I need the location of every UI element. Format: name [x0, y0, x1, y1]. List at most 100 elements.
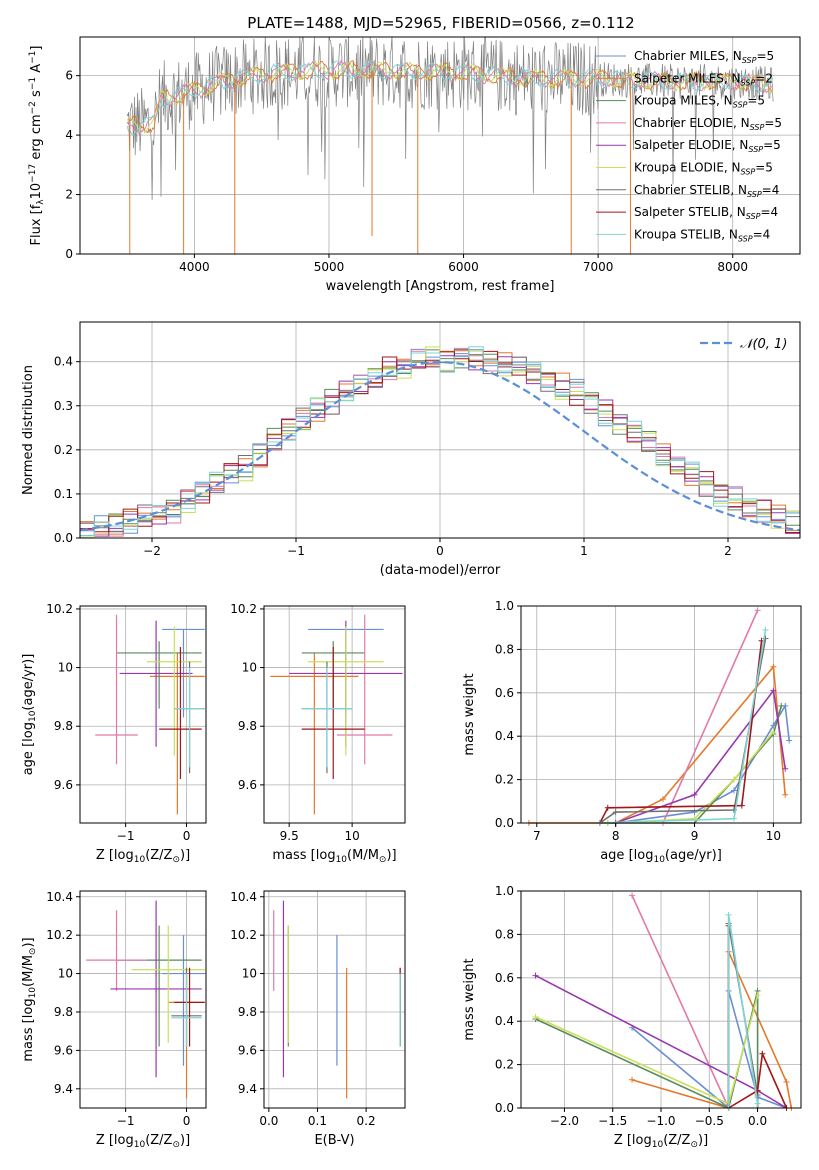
massweight-vs-age-ytick-label: 0.2 — [495, 773, 514, 787]
spectrum-ytick-label: 4 — [65, 128, 73, 142]
age-vs-mass-xlabel: mass [log10(M/M⊙)] — [272, 848, 396, 865]
legend-label: Salpeter ELODIE, NSSP=5 — [634, 138, 781, 154]
spectrum-xtick-label: 5000 — [314, 260, 345, 274]
mass-vs-ebv-ytick-label: 9.4 — [238, 1082, 257, 1096]
residuals-xlabel: (data-model)/error — [380, 563, 501, 578]
massweight-vs-age-lines — [525, 607, 793, 826]
spectrum-xtick-label: 8000 — [717, 260, 748, 274]
massweight-vs-z-marker — [783, 1078, 790, 1085]
spectrum-xtick-label: 7000 — [583, 260, 614, 274]
massweight-vs-age-xtick-label: 8 — [612, 829, 620, 843]
mass-vs-z-grid — [80, 891, 206, 1108]
massweight-vs-z-marker — [754, 992, 761, 999]
mass-vs-ebv-xlabel: E(B-V) — [314, 1133, 354, 1148]
mass-vs-ebv-grid — [264, 891, 405, 1108]
age-vs-z-xtick-label: −1 — [117, 829, 135, 843]
mass-vs-ebv-frame — [263, 890, 406, 1109]
mass-vs-z-ytick-label: 10.2 — [46, 928, 73, 942]
mass-vs-z-errorbars — [86, 900, 205, 1099]
legend-label: Chabrier STELIB, NSSP=4 — [634, 183, 779, 199]
age-vs-z-errorbars — [95, 614, 205, 815]
residuals-histograms — [80, 346, 800, 539]
massweight-vs-age-series-line — [599, 640, 763, 824]
massweight-vs-age-marker — [730, 815, 737, 822]
mass-vs-z-ytick-label: 10 — [58, 967, 73, 981]
age-vs-z-ytick-label: 10 — [58, 661, 73, 675]
spectrum-ytick-label: 0 — [65, 247, 73, 261]
panel-massweight-vs-age: 7 8 9 10 0.0 0.2 0.4 0.6 0.8 1.0 age [log10(age/yr… — [462, 599, 802, 865]
age-vs-mass-xtick-label: 10 — [344, 829, 359, 843]
age-vs-mass-xtick-label: 9.5 — [280, 829, 299, 843]
massweight-vs-z-grid — [521, 890, 801, 1109]
massweight-vs-age-xtick-label: 10 — [766, 829, 781, 843]
massweight-vs-z-marker — [759, 1050, 766, 1057]
massweight-vs-age-marker — [778, 702, 785, 709]
massweight-vs-z-marker — [629, 1076, 636, 1083]
residuals-xtick-label: 1 — [580, 544, 588, 558]
spectrum-lines — [126, 37, 774, 254]
massweight-vs-age-marker — [691, 791, 698, 798]
mass-vs-ebv-errorbars — [273, 900, 401, 1099]
age-vs-z-ytick-label: 9.6 — [54, 778, 73, 792]
age-vs-z-ylabel: age [log10(age/yr)] — [21, 654, 38, 776]
residuals-normal-curve — [79, 360, 801, 532]
spectrum-xtick-label: 4000 — [179, 260, 210, 274]
massweight-vs-z-ytick-label: 0.8 — [495, 927, 514, 941]
massweight-vs-age-marker — [770, 663, 777, 670]
age-vs-z-xtick-label: 0 — [183, 829, 191, 843]
age-vs-mass-ytick-label: 10.2 — [230, 602, 257, 616]
legend-label: Salpeter MILES, NSSP=2 — [634, 71, 773, 87]
massweight-vs-z-marker — [725, 911, 732, 918]
massweight-vs-age-marker — [604, 804, 611, 811]
mass-vs-z-xtick-label: −1 — [117, 1114, 135, 1128]
age-vs-z-frame — [79, 605, 207, 824]
mass-vs-z-frame — [79, 890, 207, 1109]
massweight-vs-age-frame — [520, 605, 802, 824]
massweight-vs-z-xtick-label: −1.0 — [646, 1114, 675, 1128]
massweight-vs-age-marker — [762, 626, 769, 633]
massweight-vs-age-marker — [770, 687, 777, 694]
residuals-ylabel: Normed distribution — [21, 365, 36, 495]
massweight-vs-age-series-line — [615, 688, 786, 824]
massweight-vs-age-marker — [738, 802, 745, 809]
panel-mass-vs-ebv: 0.0 0.1 0.2 9.4 9.6 9.8 10 10.2 10.4 E(B-V) — [230, 890, 406, 1148]
panel-age-vs-mass: 9.5 10 9.6 9.8 10 10.2 mass [log10(M/M⊙)] — [230, 602, 406, 865]
figure-title: PLATE=1488, MJD=52965, FIBERID=0566, z=0… — [247, 14, 634, 32]
age-vs-z-grid — [80, 606, 206, 823]
legend-label: Salpeter STELIB, NSSP=4 — [634, 205, 778, 221]
residuals-histogram — [80, 346, 800, 537]
massweight-vs-age-marker — [782, 791, 789, 798]
panel-massweight-vs-z: −2.0 −1.5 −1.0 −0.5 0.0 0.0 0.2 0.4 0.6 0.8 1.0 Z [… — [462, 884, 802, 1150]
spectrum-frame — [79, 36, 801, 255]
age-vs-mass-ytick-label: 9.8 — [238, 719, 257, 733]
massweight-vs-age-xtick-label: 9 — [691, 829, 699, 843]
age-vs-mass-ytick-label: 10 — [242, 661, 257, 675]
massweight-vs-z-xlabel: Z [log10(Z/Z⊙)] — [614, 1133, 708, 1150]
mass-vs-z-ytick-label: 9.6 — [54, 1043, 73, 1057]
massweight-vs-age-ylabel: mass weight — [462, 673, 477, 755]
massweight-vs-age-ytick-label: 1.0 — [495, 599, 514, 613]
massweight-vs-z-xtick-label: 0.0 — [748, 1114, 767, 1128]
legend-label: Chabrier MILES, NSSP=5 — [634, 49, 774, 65]
residuals-ytick-label: 0.1 — [54, 487, 73, 501]
massweight-vs-z-marker — [532, 972, 539, 979]
mass-vs-z-ytick-label: 9.4 — [54, 1082, 73, 1096]
panel-mass-vs-z: −1 0 9.4 9.6 9.8 10 10.2 10.4 Z [log10(Z/Z⊙)] mas… — [21, 890, 207, 1150]
massweight-vs-age-marker — [659, 796, 666, 803]
spectrum-ytick-label: 6 — [65, 69, 73, 83]
legend-label: Kroupa ELODIE, NSSP=5 — [634, 161, 773, 177]
panel-spectrum: 4000 5000 6000 7000 8000 0 2 4 6 wavelength [Angs… — [28, 36, 801, 294]
mass-vs-z-ytick-label: 10.4 — [46, 890, 73, 904]
spectrum-xlabel: wavelength [Angstrom, rest frame] — [326, 279, 555, 294]
massweight-vs-z-ytick-label: 0.4 — [495, 1014, 514, 1028]
residuals-xtick-label: −1 — [287, 544, 305, 558]
massweight-vs-age-marker — [786, 737, 793, 744]
massweight-vs-z-ytick-label: 1.0 — [495, 884, 514, 898]
spectrum-xtick-label: 6000 — [448, 260, 479, 274]
age-vs-mass-grid — [264, 606, 405, 823]
mass-vs-ebv-ytick-label: 9.6 — [238, 1043, 257, 1057]
mass-vs-ebv-xtick-label: 0.1 — [308, 1114, 327, 1128]
